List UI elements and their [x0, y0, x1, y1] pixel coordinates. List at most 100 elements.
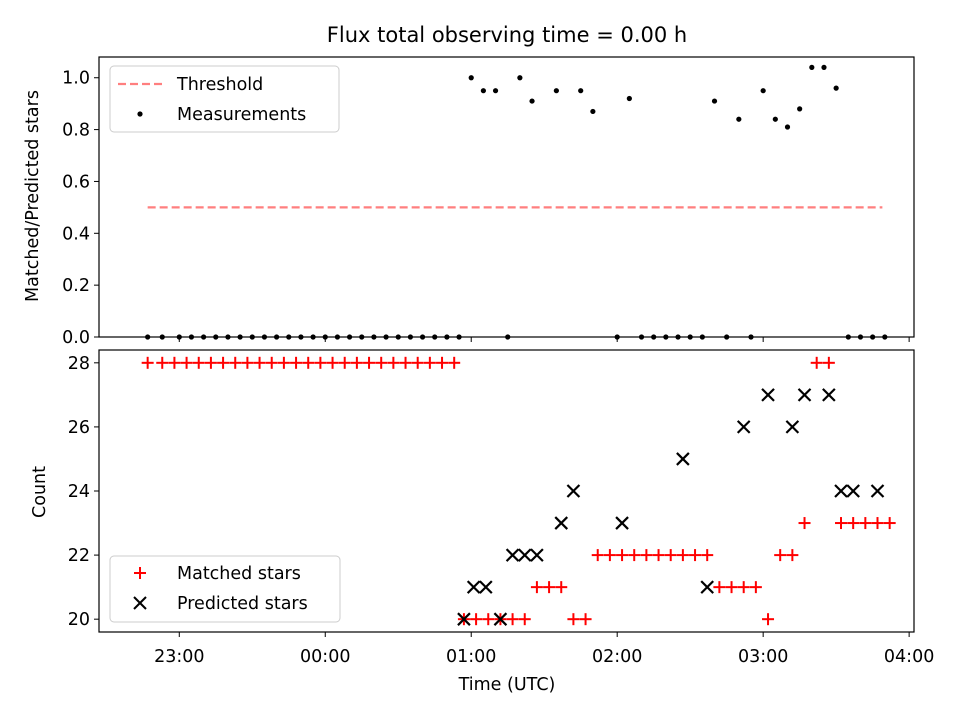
predicted-star-mark-b — [834, 484, 848, 498]
predicted-star-mark-b — [822, 388, 836, 402]
measurement-point — [480, 88, 486, 94]
measurement-point — [797, 106, 803, 112]
matched-star-point — [530, 581, 543, 594]
predicted-stars-legend-label: Predicted stars — [177, 594, 308, 614]
predicted-star-point — [870, 484, 885, 498]
predicted-star-mark-b — [493, 612, 508, 626]
measurement-point — [590, 108, 596, 115]
matched-star-point — [603, 549, 616, 562]
predicted-star-mark-b — [700, 580, 714, 594]
measurement-point — [736, 116, 742, 122]
matched-star-point — [387, 356, 400, 369]
matched-star-point — [737, 581, 750, 594]
predicted-star-mark-b — [457, 612, 471, 626]
matched-star-point — [168, 356, 181, 369]
predicted-star-point — [493, 612, 508, 626]
bottom-y-axis-label: Count — [30, 466, 50, 518]
measurement-point — [711, 98, 718, 104]
top-axes-frame — [98, 56, 915, 338]
predicted-star-mark-b — [785, 420, 800, 434]
matched-star-point — [664, 549, 677, 562]
matched-star-point — [204, 356, 217, 369]
bottom-y-tick-label: 26 — [68, 418, 90, 438]
matched-star-point — [326, 356, 339, 369]
matched-star-point — [156, 356, 169, 369]
bottom-x-tick-label: 04:00 — [884, 647, 934, 667]
matched-stars-legend-label: Matched stars — [177, 564, 301, 584]
matched-star-point — [822, 356, 835, 369]
matched-star-point — [217, 356, 230, 369]
matched-star-point — [652, 549, 665, 562]
bottom-x-tick-label: 03:00 — [738, 647, 788, 667]
predicted-star-mark-b — [466, 580, 481, 594]
matched-star-point — [229, 356, 242, 369]
predicted-star-mark-b — [846, 484, 860, 498]
predicted-star-point — [479, 580, 493, 594]
top-y-tick-label: 0.0 — [62, 328, 90, 348]
matched-star-point — [871, 517, 884, 530]
bottom-y-tick-label: 20 — [68, 610, 90, 630]
matched-star-point — [859, 517, 872, 530]
predicted-star-mark-b — [615, 516, 629, 530]
predicted-stars-legend-swatch — [133, 596, 147, 610]
top-plot-area: 0.0 0.2 0.4 0.6 0.8 1.0 — [62, 64, 910, 348]
matched-star-point — [448, 356, 461, 369]
matched-star-point — [302, 356, 315, 369]
top-y-tick-label: 0.2 — [62, 276, 90, 296]
predicted-star-mark-b — [505, 548, 520, 562]
predicted-star-point — [761, 388, 775, 402]
matched-star-point — [350, 356, 363, 369]
top-legend: Threshold Measurements — [109, 65, 340, 133]
predicted-star-point — [530, 548, 544, 562]
predicted-star-point — [615, 516, 629, 530]
predicted-star-mark-b — [566, 484, 581, 498]
matched-star-point — [314, 356, 327, 369]
measurement-point — [821, 64, 827, 70]
matched-star-point — [749, 581, 762, 594]
predicted-star-point — [846, 484, 860, 498]
top-y-tick-label: 0.6 — [62, 172, 90, 192]
predicted-star-point — [834, 484, 848, 498]
measurement-point — [492, 88, 499, 94]
measurement-point — [468, 75, 474, 81]
flux-ratio-chart: Flux total observing time = 0.00 h Match… — [23, 23, 915, 348]
matched-star-point — [543, 581, 556, 594]
matched-star-point — [482, 613, 495, 626]
chart-title: Flux total observing time = 0.00 h — [327, 23, 687, 47]
matched-star-point — [518, 613, 531, 626]
matched-star-point — [338, 356, 351, 369]
matched-star-point — [555, 581, 568, 594]
matched-star-point — [253, 356, 266, 369]
predicted-star-point — [505, 548, 520, 562]
top-y-tick-label: 1.0 — [62, 69, 90, 89]
predicted-star-mark-b — [479, 580, 493, 594]
bottom-plot-area: 20 22 24 26 28 23:00 00:00 01:00 02:00 03:00 04:00 — [68, 354, 935, 667]
bottom-y-tick-label: 22 — [68, 546, 90, 566]
measurement-point — [578, 88, 584, 94]
matched-star-point — [798, 517, 811, 530]
matched-star-point — [762, 613, 775, 626]
bottom-x-tick-label: 02:00 — [592, 647, 642, 667]
measurement-point — [529, 98, 535, 104]
matched-star-point — [579, 613, 592, 626]
predicted-star-point — [457, 612, 471, 626]
top-y-axis-label: Matched/Predicted stars — [23, 90, 43, 302]
matched-star-point — [591, 549, 604, 562]
predicted-star-point — [822, 388, 836, 402]
predicted-star-mark-b — [517, 548, 532, 562]
bottom-y-tick-label: 28 — [68, 354, 90, 374]
matched-star-point — [180, 356, 193, 369]
predicted-star-point — [700, 580, 714, 594]
matched-star-point — [640, 549, 653, 562]
top-legend-box — [109, 65, 340, 133]
bottom-x-tick-label: 00:00 — [300, 647, 350, 667]
predicted-star-point — [517, 548, 532, 562]
matched-star-point — [411, 356, 424, 369]
star-count-chart: Count Time (UTC) 20 22 24 26 28 23:00 00:00 01:… — [30, 349, 935, 695]
x-axis-label: Time (UTC) — [458, 675, 556, 695]
top-y-tick-label: 0.4 — [62, 224, 90, 244]
measurement-point — [809, 64, 815, 70]
matched-star-point — [265, 356, 278, 369]
top-y-tick-label: 0.8 — [62, 121, 90, 141]
bottom-x-tick-label: 23:00 — [154, 647, 204, 667]
